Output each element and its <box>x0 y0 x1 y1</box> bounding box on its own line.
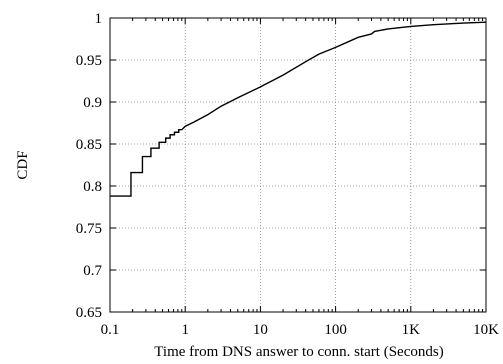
y-tick-label: 0.7 <box>83 263 102 279</box>
x-tick-label: 10K <box>473 322 499 338</box>
y-tick-label: 1 <box>95 11 103 27</box>
x-tick-label: 100 <box>324 322 347 338</box>
plot-frame <box>109 17 487 313</box>
x-tick-label: 0.1 <box>101 322 120 338</box>
y-tick-label: 0.9 <box>83 95 102 111</box>
axis-ticks <box>109 17 487 313</box>
x-tick-label: 1 <box>181 322 189 338</box>
cdf-series-line <box>110 21 487 197</box>
y-axis-label: CDF <box>15 150 31 179</box>
y-tick-labels: 0.65 0.7 0.75 0.8 0.85 0.9 0.95 1 <box>76 11 103 321</box>
x-axis-label: Time from DNS answer to conn. start (Sec… <box>154 344 443 360</box>
y-tick-label: 0.65 <box>76 305 102 321</box>
x-tick-label: 10 <box>253 322 268 338</box>
grid-lines <box>110 18 486 312</box>
x-tick-labels: 0.1 1 10 100 1K 10K <box>101 322 499 338</box>
x-tick-label: 1K <box>402 322 421 338</box>
y-tick-label: 0.95 <box>76 53 102 69</box>
y-tick-label: 0.75 <box>76 221 102 237</box>
y-tick-label: 0.85 <box>76 137 102 153</box>
y-tick-label: 0.8 <box>83 179 102 195</box>
